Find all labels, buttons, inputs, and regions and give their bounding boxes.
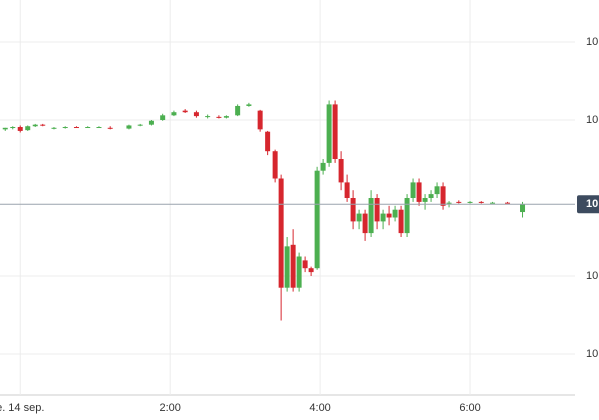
candle-body: [332, 104, 338, 159]
candle-body: [308, 268, 314, 273]
x-tick-label: 4:00: [309, 402, 330, 414]
candle-body: [148, 120, 154, 125]
last-price-box: [577, 195, 599, 214]
candle-body: [17, 127, 23, 131]
candle-body: [326, 104, 332, 163]
candle-body: [272, 151, 278, 179]
candle-body: [368, 198, 374, 234]
candle-body: [467, 201, 473, 203]
candle-body: [96, 127, 102, 129]
y-tick-label: 10: [586, 270, 598, 282]
candle-body: [235, 105, 241, 116]
candle-body: [182, 110, 188, 113]
last-price-label: 10: [586, 198, 598, 210]
candle-body: [314, 170, 320, 269]
y-tick-label: 10: [586, 114, 598, 126]
candle-body: [456, 201, 462, 203]
candle-body: [320, 162, 326, 171]
candle-body: [374, 198, 380, 222]
x-tick-label: 6:00: [459, 402, 480, 414]
candle-body: [126, 125, 132, 129]
candle-body: [257, 110, 263, 130]
candle-body: [25, 126, 31, 131]
candle-body: [520, 204, 526, 213]
candle-body: [434, 186, 440, 195]
candle-body: [73, 127, 79, 129]
candle-body: [478, 201, 484, 203]
candle-body: [422, 198, 428, 202]
candle-body: [62, 127, 68, 129]
candle-body: [338, 159, 344, 183]
candle-body: [171, 112, 177, 116]
x-tick-label: 2:00: [159, 402, 180, 414]
candle-body: [362, 213, 368, 234]
candle-body: [265, 131, 271, 152]
candle-body: [410, 182, 416, 198]
candle-body: [40, 124, 46, 126]
candle-body: [284, 246, 290, 288]
candle-body: [398, 209, 404, 234]
candle-body: [193, 112, 199, 117]
candle-body: [10, 127, 16, 129]
candle-body: [296, 256, 302, 288]
candle-body: [302, 260, 308, 269]
candle-body: [223, 116, 229, 118]
candle-body: [505, 202, 511, 204]
candle-body: [428, 194, 434, 198]
candle-body: [85, 127, 91, 129]
candle-body: [278, 178, 284, 288]
candle-body: [205, 116, 211, 118]
candle-body: [344, 182, 350, 198]
candle-body: [216, 116, 222, 118]
candle-body: [32, 124, 38, 127]
candle-body: [107, 127, 113, 129]
y-tick-label: 10: [586, 348, 598, 360]
candle-body: [404, 198, 410, 234]
candle-body: [2, 127, 8, 130]
candle-body: [416, 182, 422, 202]
candle-body: [350, 198, 356, 222]
candle-body: [137, 124, 143, 126]
candle-body: [51, 127, 57, 129]
x-tick-label: e. 14 sep.: [0, 402, 44, 414]
candle-body: [246, 104, 252, 106]
candle-body: [160, 115, 166, 120]
candle-body: [290, 244, 296, 288]
candle-body: [440, 186, 446, 206]
candle-body: [380, 213, 386, 222]
candle-body: [490, 202, 496, 204]
candle-body: [386, 213, 392, 218]
y-tick-label: 10: [586, 36, 598, 48]
candle-body: [392, 209, 398, 218]
candle-body: [446, 202, 452, 204]
candle-body: [356, 213, 362, 222]
